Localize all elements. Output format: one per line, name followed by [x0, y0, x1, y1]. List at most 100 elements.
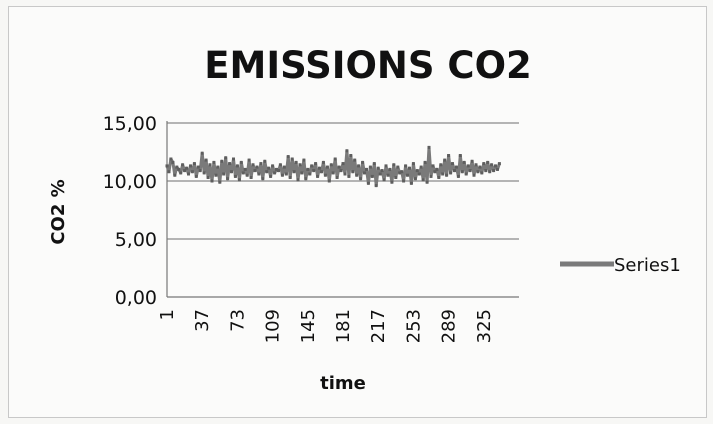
data-point — [435, 167, 439, 171]
data-point — [280, 173, 284, 177]
data-point — [396, 165, 400, 169]
data-point — [484, 169, 488, 173]
data-point — [296, 178, 300, 182]
data-point — [300, 171, 304, 175]
data-point — [374, 184, 378, 188]
data-point — [196, 165, 200, 169]
data-point — [187, 172, 190, 176]
data-point — [183, 169, 187, 173]
data-point — [271, 164, 275, 168]
data-point — [456, 174, 460, 178]
data-point — [353, 158, 357, 162]
data-point — [408, 166, 411, 170]
data-point — [263, 159, 267, 163]
x-tick-label: 73 — [227, 309, 248, 332]
x-tick-label: 181 — [333, 309, 354, 343]
data-point — [290, 157, 294, 161]
data-point — [365, 167, 368, 171]
data-point — [409, 181, 413, 185]
x-tick-label: 253 — [403, 309, 424, 343]
data-point — [241, 171, 245, 175]
data-point — [177, 167, 181, 171]
y-tick-label: 15,00 — [103, 113, 157, 135]
data-point — [210, 179, 214, 183]
data-point — [261, 177, 265, 181]
data-point — [437, 176, 441, 179]
data-point — [466, 164, 470, 168]
data-point — [310, 164, 314, 168]
data-point — [490, 163, 494, 167]
x-axis-label: time — [320, 373, 366, 394]
data-point — [345, 149, 349, 153]
data-point — [308, 172, 312, 176]
data-point — [449, 171, 453, 175]
data-point — [312, 169, 316, 173]
data-point — [320, 170, 323, 174]
data-point — [286, 155, 290, 159]
legend: Series1 — [560, 255, 681, 276]
data-point — [451, 162, 454, 166]
data-point — [175, 165, 179, 169]
data-point — [237, 178, 241, 182]
data-point — [194, 174, 198, 178]
data-point — [255, 165, 259, 169]
data-point — [331, 171, 335, 175]
axes — [166, 121, 519, 298]
y-tick-label: 5,00 — [115, 229, 157, 251]
data-point — [400, 170, 404, 174]
data-point — [327, 179, 331, 183]
data-point — [265, 170, 269, 174]
data-point — [282, 165, 286, 169]
data-point — [460, 170, 464, 174]
data-point — [212, 160, 216, 164]
data-point — [257, 172, 261, 176]
data-point — [419, 165, 423, 169]
data-point — [335, 176, 339, 179]
data-point — [185, 166, 189, 170]
series-layer — [165, 145, 501, 188]
data-point — [417, 172, 421, 176]
data-point — [251, 163, 255, 167]
data-point — [382, 178, 386, 182]
data-point — [192, 162, 196, 166]
data-point — [304, 177, 308, 181]
data-point — [284, 172, 288, 176]
data-point — [181, 163, 185, 167]
data-point — [445, 173, 449, 177]
legend-label-series1: Series1 — [614, 255, 681, 276]
data-point — [433, 170, 437, 174]
data-point — [398, 171, 402, 175]
data-point — [337, 165, 341, 169]
data-point — [415, 169, 419, 173]
data-point — [239, 160, 243, 164]
data-point — [413, 177, 417, 181]
data-point — [380, 169, 384, 173]
x-tick-label: 145 — [298, 309, 319, 343]
data-point — [222, 172, 226, 176]
data-point — [406, 173, 409, 177]
data-point — [333, 157, 337, 161]
data-point — [190, 170, 194, 174]
data-point — [494, 164, 497, 168]
data-point — [439, 163, 443, 167]
data-point — [468, 169, 472, 173]
data-point — [454, 165, 458, 169]
data-point — [368, 165, 372, 169]
data-point — [431, 164, 435, 168]
data-point — [214, 173, 218, 177]
data-point — [482, 162, 486, 166]
data-point — [200, 151, 204, 155]
data-point — [198, 169, 202, 173]
data-point — [378, 172, 382, 176]
data-point — [306, 167, 310, 171]
data-point — [228, 162, 232, 166]
y-tick-label: 10,00 — [103, 171, 157, 193]
data-point — [292, 170, 296, 174]
data-point — [224, 156, 228, 160]
data-point — [441, 172, 445, 176]
data-point — [347, 174, 351, 178]
data-point — [318, 166, 321, 170]
data-point — [202, 171, 206, 175]
data-point — [173, 173, 177, 177]
data-point — [245, 173, 249, 177]
